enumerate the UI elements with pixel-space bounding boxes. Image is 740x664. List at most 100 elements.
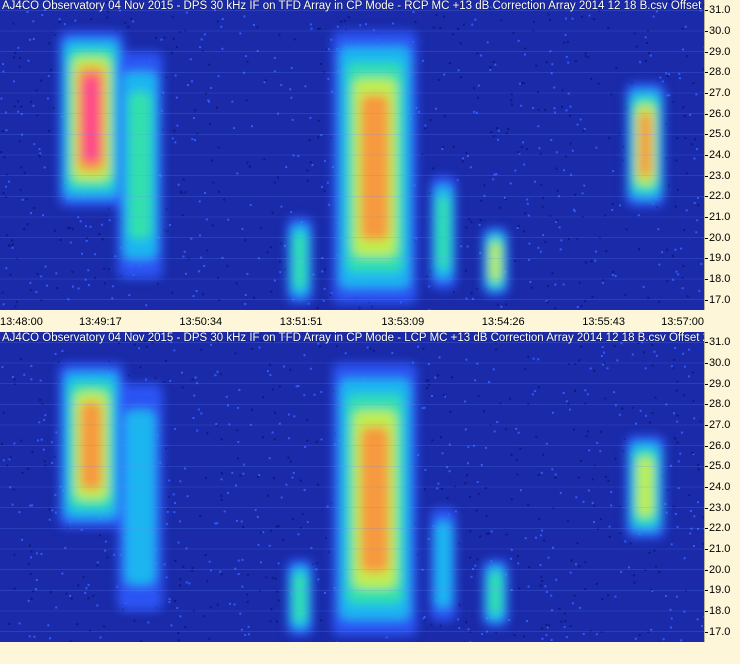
noise-speck	[301, 513, 304, 516]
noise-speck	[476, 52, 479, 55]
noise-speck	[601, 598, 604, 601]
noise-speck	[643, 351, 646, 354]
noise-speck	[317, 578, 320, 581]
noise-speck	[703, 547, 704, 550]
noise-speck	[266, 494, 269, 497]
noise-speck	[427, 363, 430, 365]
noise-speck	[284, 268, 286, 271]
noise-speck	[104, 282, 106, 285]
noise-speck	[13, 442, 16, 445]
noise-speck	[138, 347, 140, 350]
noise-speck	[560, 239, 563, 242]
noise-speck	[319, 27, 321, 30]
noise-speck	[238, 388, 241, 391]
noise-speck	[668, 184, 670, 187]
noise-speck	[483, 184, 486, 187]
noise-speck	[690, 527, 693, 530]
noise-speck	[40, 275, 43, 278]
noise-speck	[670, 626, 672, 629]
noise-speck	[439, 624, 442, 627]
noise-speck	[543, 539, 546, 542]
noise-speck	[39, 398, 42, 401]
noise-speck	[416, 553, 419, 556]
noise-speck	[568, 114, 571, 117]
noise-speck	[492, 368, 495, 371]
noise-speck	[591, 502, 594, 505]
noise-speck	[509, 397, 512, 400]
noise-speck	[562, 392, 565, 394]
noise-speck	[439, 26, 442, 29]
noise-speck	[535, 536, 537, 539]
noise-speck	[426, 387, 428, 389]
noise-speck	[243, 463, 246, 466]
noise-speck	[661, 80, 664, 83]
noise-speck	[194, 336, 197, 339]
noise-speck	[191, 570, 194, 572]
noise-speck	[220, 25, 223, 28]
noise-speck	[563, 41, 566, 44]
noise-speck	[327, 551, 330, 554]
noise-speck	[677, 188, 679, 191]
noise-speck	[246, 600, 249, 603]
noise-speck	[327, 77, 330, 80]
noise-speck	[157, 282, 160, 285]
noise-speck	[685, 172, 688, 175]
noise-speck	[184, 191, 187, 194]
noise-speck	[677, 487, 680, 490]
noise-speck	[175, 46, 178, 49]
noise-speck	[454, 485, 456, 488]
noise-speck	[169, 224, 171, 226]
noise-speck	[41, 402, 44, 405]
frequency-tick-mark	[705, 549, 708, 550]
noise-speck	[664, 503, 667, 505]
noise-speck	[171, 137, 174, 140]
noise-speck	[588, 14, 591, 17]
noise-speck	[517, 562, 520, 565]
noise-speck	[114, 29, 117, 32]
noise-speck	[674, 205, 677, 208]
noise-speck	[48, 42, 51, 45]
noise-speck	[176, 124, 179, 127]
noise-speck	[602, 278, 605, 281]
noise-speck	[85, 239, 88, 242]
noise-speck	[590, 260, 593, 263]
noise-speck	[622, 450, 625, 453]
noise-speck	[101, 238, 104, 241]
noise-speck	[438, 78, 441, 81]
noise-speck	[516, 473, 519, 476]
noise-speck	[42, 448, 45, 451]
noise-speck	[309, 367, 312, 370]
noise-speck	[465, 358, 468, 361]
noise-speck	[443, 73, 446, 76]
noise-speck	[474, 18, 477, 21]
noise-speck	[104, 540, 107, 543]
noise-speck	[655, 565, 657, 568]
noise-speck	[176, 607, 179, 609]
noise-speck	[665, 72, 668, 75]
noise-speck	[676, 420, 679, 423]
noise-speck	[533, 390, 536, 393]
noise-speck	[566, 40, 569, 43]
noise-speck	[186, 495, 189, 498]
noise-speck	[428, 383, 431, 386]
noise-speck	[13, 378, 16, 381]
rcp-spectrogram: AJ4CO Observatory 04 Nov 2015 - DPS 30 k…	[0, 0, 704, 310]
noise-speck	[292, 154, 295, 157]
noise-speck	[272, 477, 275, 480]
noise-speck	[39, 152, 42, 155]
noise-speck	[518, 152, 521, 155]
noise-speck	[311, 164, 314, 166]
frequency-tick-mark	[705, 155, 708, 156]
frequency-tick-label: 30.0	[709, 357, 731, 369]
noise-speck	[683, 229, 686, 232]
noise-speck	[277, 525, 280, 528]
noise-speck	[644, 367, 647, 370]
noise-speck	[651, 412, 654, 414]
noise-speck	[689, 510, 692, 512]
noise-speck	[15, 300, 18, 303]
noise-speck	[182, 255, 185, 258]
noise-speck	[214, 9, 216, 12]
noise-speck	[465, 297, 468, 300]
noise-speck	[89, 225, 92, 228]
noise-speck	[692, 82, 695, 85]
